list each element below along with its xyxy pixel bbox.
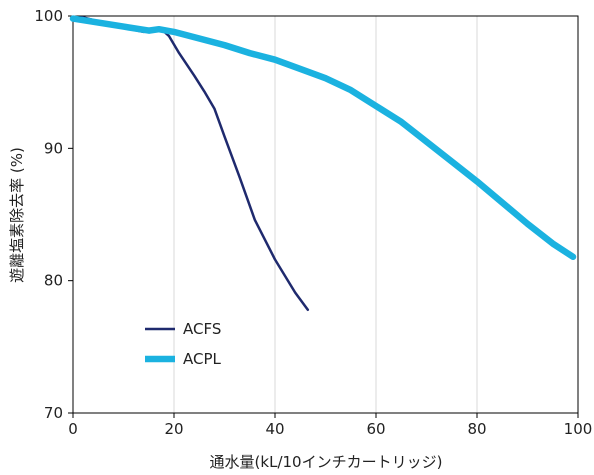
y-tick-label-80: 80 bbox=[44, 272, 63, 290]
x-tick-label-0: 0 bbox=[68, 420, 78, 438]
x-tick-label-20: 20 bbox=[164, 420, 183, 438]
y-tick-label-70: 70 bbox=[44, 404, 63, 422]
y-tick-label-100: 100 bbox=[34, 7, 63, 25]
plot-frame bbox=[72, 15, 579, 414]
x-tick-label-100: 100 bbox=[564, 420, 593, 438]
legend-label-acpl: ACPL bbox=[183, 350, 222, 368]
legend-label-acfs: ACFS bbox=[183, 320, 221, 338]
x-tick-label-80: 80 bbox=[467, 420, 486, 438]
series-line-acpl bbox=[69, 15, 577, 261]
tick-labels: 0 20 40 60 80 100 70 80 90 100 bbox=[34, 7, 592, 438]
series-lines bbox=[69, 15, 577, 312]
y-axis-label: 遊離塩素除去率 (%) bbox=[8, 147, 26, 283]
x-axis-label: 通水量(kL/10インチカートリッジ) bbox=[210, 453, 443, 471]
axes bbox=[68, 15, 579, 418]
x-tick-label-40: 40 bbox=[265, 420, 284, 438]
y-tick-label-90: 90 bbox=[44, 139, 63, 157]
x-tick-label-60: 60 bbox=[366, 420, 385, 438]
legend: ACFS ACPL bbox=[145, 320, 222, 368]
